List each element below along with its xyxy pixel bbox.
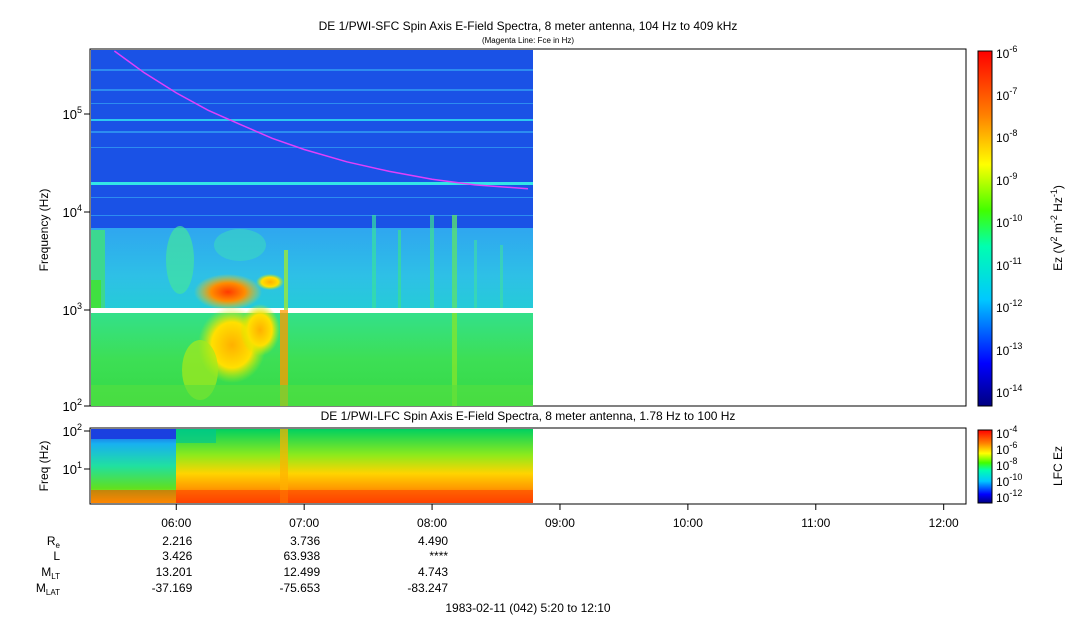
footer-time-range: 1983-02-11 (042) 5:20 to 12:10 bbox=[445, 601, 611, 615]
sfc-title: DE 1/PWI-SFC Spin Axis E-Field Spectra, … bbox=[319, 19, 738, 33]
ephem-value-mlt: 4.743 bbox=[418, 565, 448, 579]
sfc-ytick-1000: 103 bbox=[63, 301, 82, 318]
x-tick-label: 08:00 bbox=[417, 516, 447, 530]
sfc-cbar-tick-m10: 10-10 bbox=[996, 213, 1022, 230]
lfc-ytick-10: 101 bbox=[63, 460, 82, 477]
lfc-cbar-tick-m6: 10-6 bbox=[996, 440, 1017, 457]
x-tick-label: 11:00 bbox=[801, 516, 830, 530]
lfc-cbar-tick-m10: 10-10 bbox=[996, 472, 1022, 489]
x-tick-label: 09:00 bbox=[545, 516, 575, 530]
ephem-label-mlat: MLAT bbox=[36, 581, 60, 597]
ephem-label-mlt: MLT bbox=[41, 565, 60, 581]
sfc-cbar-tick-m6: 10-6 bbox=[996, 44, 1017, 61]
sfc-ytick-100000: 105 bbox=[63, 105, 82, 122]
lfc-colorbar: 10-4 10-6 10-8 10-10 10-12 LFC Ez bbox=[977, 424, 1065, 505]
sfc-y-axis: 102 103 104 105 Frequency (Hz) bbox=[37, 105, 90, 414]
ephem-value-re: 3.736 bbox=[290, 534, 320, 548]
sfc-colorbar: 10-6 10-7 10-8 10-9 10-10 10-11 10-12 10… bbox=[977, 44, 1065, 407]
time-x-axis: 06:00 07:00 08:00 09:00 10:00 11:00 12:00 bbox=[161, 504, 959, 530]
sfc-ylabel: Frequency (Hz) bbox=[37, 189, 51, 272]
ephem-label-l: L bbox=[53, 549, 60, 563]
sfc-cbar-tick-m14: 10-14 bbox=[996, 383, 1022, 400]
ephem-value-re: 4.490 bbox=[418, 534, 448, 548]
lfc-cbar-tick-m4: 10-4 bbox=[996, 424, 1017, 441]
sfc-cbar-tick-m12: 10-12 bbox=[996, 298, 1022, 315]
ephem-value-mlat: -75.653 bbox=[279, 581, 320, 595]
sfc-ytick-100: 102 bbox=[63, 397, 82, 414]
ephem-value-mlat: -83.247 bbox=[407, 581, 448, 595]
lfc-cbar-tick-m8: 10-8 bbox=[996, 456, 1017, 473]
ephem-label-re: Re bbox=[47, 534, 61, 550]
sfc-subtitle: (Magenta Line: Fce in Hz) bbox=[482, 36, 574, 45]
sfc-cbar-tick-m11: 10-11 bbox=[996, 256, 1022, 273]
lfc-cbar-tick-m12: 10-12 bbox=[996, 488, 1022, 505]
sfc-cbar-tick-m8: 10-8 bbox=[996, 128, 1017, 145]
ephem-value-l: **** bbox=[429, 549, 448, 563]
lfc-ylabel: Freq (Hz) bbox=[37, 441, 51, 492]
sfc-colorbar-ticks: 10-6 10-7 10-8 10-9 10-10 10-11 10-12 10… bbox=[996, 44, 1022, 400]
sfc-spectrogram-panel: 102 103 104 105 Frequency (Hz) bbox=[37, 48, 967, 414]
x-tick-label: 06:00 bbox=[161, 516, 191, 530]
lfc-y-axis: 102 101 Freq (Hz) bbox=[37, 422, 90, 491]
ephem-value-mlt: 13.201 bbox=[156, 565, 193, 579]
lfc-title: DE 1/PWI-LFC Spin Axis E-Field Spectra, … bbox=[321, 409, 736, 423]
ephem-value-re: 2.216 bbox=[162, 534, 192, 548]
x-tick-label: 07:00 bbox=[289, 516, 319, 530]
sfc-cbar-tick-m9: 10-9 bbox=[996, 171, 1017, 188]
sfc-ytick-10000: 104 bbox=[63, 203, 82, 220]
lfc-colorbar-label: LFC Ez bbox=[1051, 446, 1065, 486]
x-tick-label: 12:00 bbox=[929, 516, 959, 530]
sfc-cbar-tick-m7: 10-7 bbox=[996, 86, 1017, 103]
x-tick-label: 10:00 bbox=[673, 516, 703, 530]
sfc-colorbar-gradient bbox=[977, 50, 993, 407]
lfc-colorbar-ticks: 10-4 10-6 10-8 10-10 10-12 bbox=[996, 424, 1022, 505]
ephem-value-l: 63.938 bbox=[283, 549, 320, 563]
sfc-colorbar-label: Ez (V2 m-2 Hz-1) bbox=[1049, 185, 1065, 271]
lfc-ytick-100: 102 bbox=[63, 422, 82, 439]
fce-magenta-line bbox=[113, 50, 529, 190]
lfc-spectrogram-panel: 102 101 Freq (Hz) 06:00 07:00 08:00 09:00 10… bbox=[37, 422, 967, 530]
ephem-value-l: 3.426 bbox=[162, 549, 192, 563]
lfc-colorbar-gradient bbox=[977, 429, 993, 504]
ephem-value-mlat: -37.169 bbox=[152, 581, 193, 595]
sfc-heatmap bbox=[91, 50, 533, 406]
sfc-cbar-tick-m13: 10-13 bbox=[996, 341, 1022, 358]
ephem-value-mlt: 12.499 bbox=[283, 565, 320, 579]
lfc-heatmap bbox=[91, 429, 533, 503]
